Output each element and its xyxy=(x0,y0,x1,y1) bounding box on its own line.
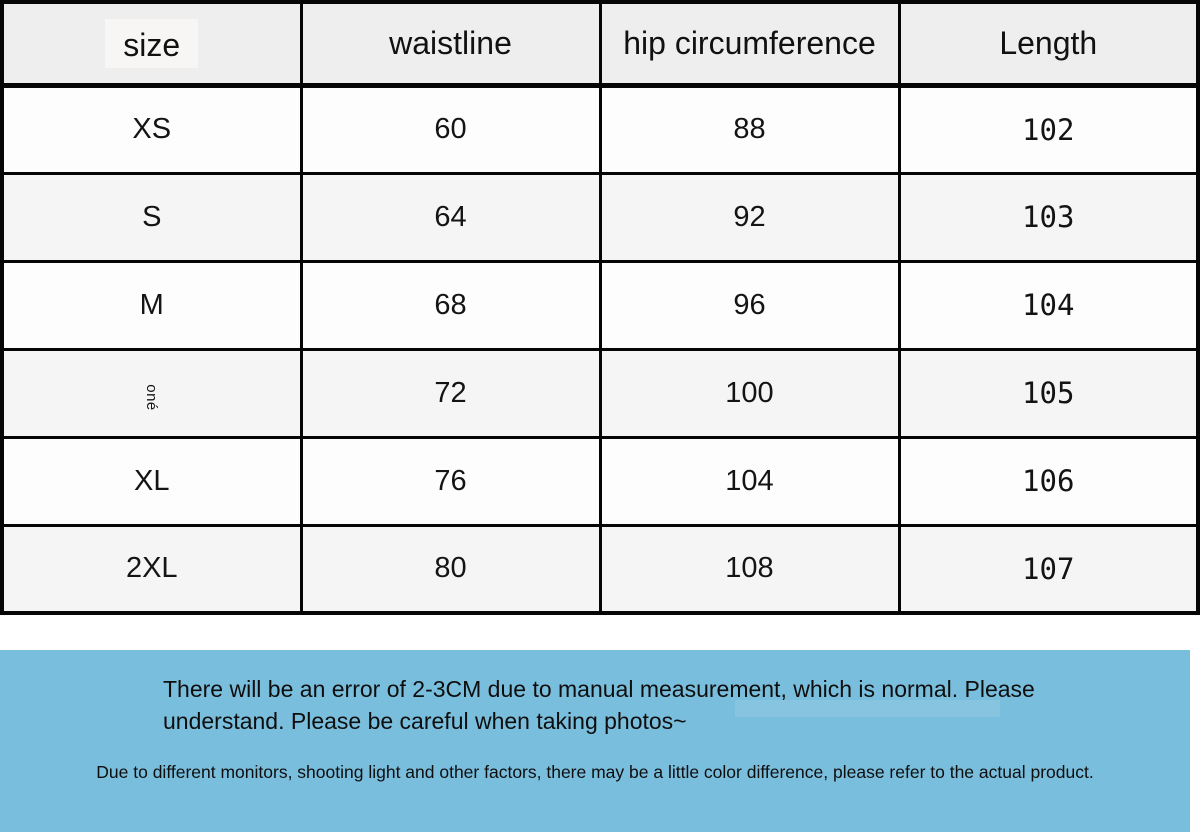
header-waistline: waistline xyxy=(299,0,602,88)
waistline-cell: 80 xyxy=(299,523,602,615)
size-cell: XL xyxy=(0,435,303,527)
size-cell: S xyxy=(0,171,303,263)
table-row-xs: XS 60 88 102 xyxy=(0,83,1200,175)
color-difference-note: Due to different monitors, shooting ligh… xyxy=(96,762,1094,782)
hip-cell: 108 xyxy=(598,523,901,615)
hip-cell: 92 xyxy=(598,171,901,263)
header-size-label: size xyxy=(105,18,199,68)
header-length: Length xyxy=(897,0,1200,88)
length-cell: 103 xyxy=(897,171,1200,263)
size-cell: XS xyxy=(0,83,303,175)
table-row-xl: XL 76 104 106 xyxy=(0,435,1200,527)
rotated-size-label: oné xyxy=(143,383,161,411)
waistline-cell: 60 xyxy=(299,83,602,175)
length-cell: 105 xyxy=(897,347,1200,439)
size-table: size waistline hip circumference Length … xyxy=(0,0,1200,615)
hip-cell: 100 xyxy=(598,347,901,439)
hip-cell: 96 xyxy=(598,259,901,351)
hip-cell: 104 xyxy=(598,435,901,527)
size-cell: oné xyxy=(0,347,303,439)
header-hip-circumference: hip circumference xyxy=(598,0,901,88)
measurement-note: There will be an error of 2-3CM due to m… xyxy=(163,676,1035,734)
size-cell: M xyxy=(0,259,303,351)
header-row: size waistline hip circumference Length xyxy=(0,0,1200,88)
length-cell: 102 xyxy=(897,83,1200,175)
length-cell: 107 xyxy=(897,523,1200,615)
table-row-m: M 68 96 104 xyxy=(0,259,1200,351)
size-cell: 2XL xyxy=(0,523,303,615)
hip-cell: 88 xyxy=(598,83,901,175)
table-row-s: S 64 92 103 xyxy=(0,171,1200,263)
waistline-cell: 72 xyxy=(299,347,602,439)
length-cell: 106 xyxy=(897,435,1200,527)
table-row-2xl: 2XL 80 108 107 xyxy=(0,523,1200,615)
waistline-cell: 64 xyxy=(299,171,602,263)
length-cell: 104 xyxy=(897,259,1200,351)
notes-panel: There will be an error of 2-3CM due to m… xyxy=(0,650,1190,832)
header-size: size xyxy=(0,0,303,88)
waistline-cell: 76 xyxy=(299,435,602,527)
table-row-l: oné 72 100 105 xyxy=(0,347,1200,439)
translation-artifact-patch xyxy=(735,700,1000,717)
waistline-cell: 68 xyxy=(299,259,602,351)
